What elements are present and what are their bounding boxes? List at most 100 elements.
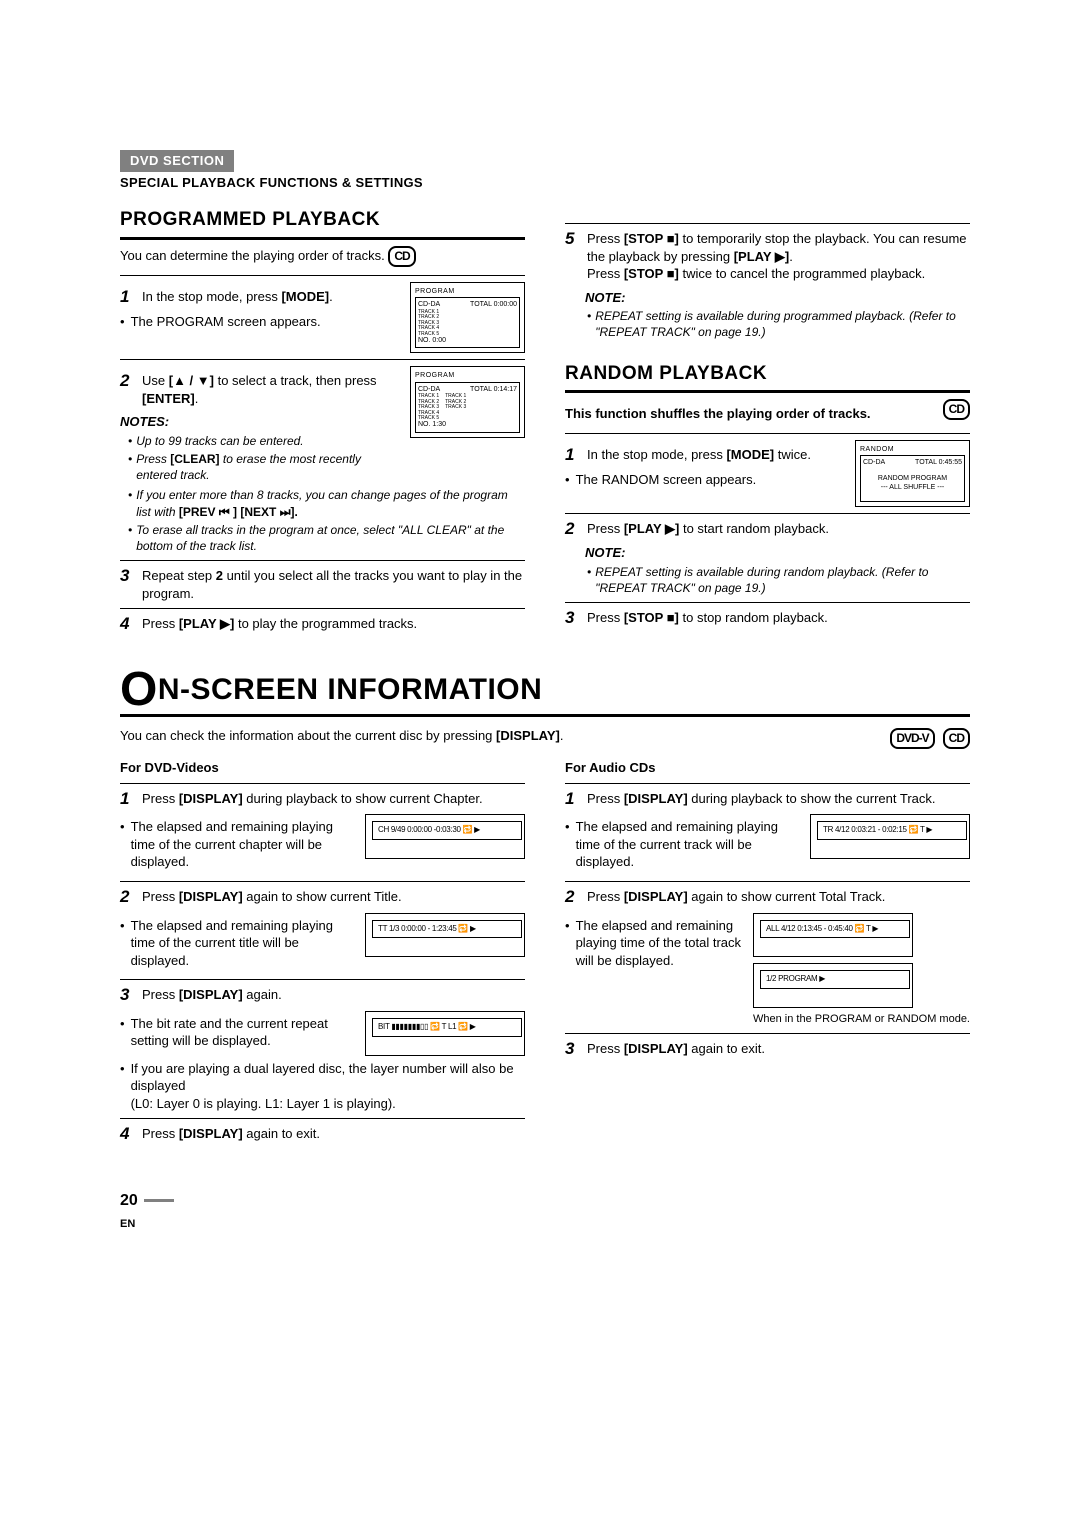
note-3: If you enter more than 8 tracks, you can… [128, 487, 525, 519]
rule [565, 390, 970, 393]
cd-osd-1: TR 4/12 0:03:21 - 0:02:15 🔁 T ▶ [810, 814, 970, 859]
prog-step3: 3 Repeat step 2 until you select all the… [120, 567, 525, 602]
dvd-b3: The bit rate and the current repeat sett… [120, 1015, 355, 1050]
step-number: 2 [120, 372, 136, 407]
rule [565, 433, 970, 434]
cd-badge-icon: CD [943, 728, 970, 749]
rule [120, 560, 525, 561]
rand-step1: 1 In the stop mode, press [MODE] twice. [565, 446, 845, 465]
rule [120, 275, 525, 276]
cd-b2: The elapsed and remaining playing time o… [565, 917, 743, 970]
info-intro: You can check the information about the … [120, 727, 882, 745]
step-number: 4 [120, 1125, 136, 1144]
rule [565, 881, 970, 882]
big-o: O [120, 663, 158, 716]
cd-badge-icon: CD [388, 246, 415, 267]
cd-col: For Audio CDs 1 Press [DISPLAY] during p… [565, 753, 970, 1150]
note-4: To erase all tracks in the program at on… [128, 522, 525, 554]
dvd-heading: For DVD-Videos [120, 759, 525, 777]
rand-step1-row: 1 In the stop mode, press [MODE] twice. … [565, 440, 970, 507]
prog-s1-bullet: The PROGRAM screen appears. [120, 313, 400, 331]
prog-step1-row: 1 In the stop mode, press [MODE]. The PR… [120, 282, 525, 353]
dvd-badge-icon: DVD-V [890, 728, 934, 749]
right-col: 5 Press [STOP ■] to temporarily stop the… [565, 191, 970, 640]
programmed-title: PROGRAMMED PLAYBACK [120, 207, 525, 233]
rand-step2: 2 Press [PLAY ▶] to start random playbac… [565, 520, 970, 539]
prog-step1: 1 In the stop mode, press [MODE]. [120, 288, 400, 307]
cd-badge-icon: CD [943, 399, 970, 420]
osd-2: TT 1/3 0:00:00 - 1:23:45 🔁 ▶ [365, 913, 525, 958]
dvd-col: For DVD-Videos 1 Press [DISPLAY] during … [120, 753, 525, 1150]
dvd-b3-row: The bit rate and the current repeat sett… [120, 1011, 525, 1056]
prog-step4: 4 Press [PLAY ▶] to play the programmed … [120, 615, 525, 634]
note-title: NOTE: [585, 289, 970, 307]
note-title: NOTE: [585, 544, 970, 562]
random-title: RANDOM PLAYBACK [565, 361, 970, 387]
cd-osd-2: ALL 4/12 0:13:45 - 0:45:40 🔁 T ▶ [753, 913, 913, 958]
section-subtitle: SPECIAL PLAYBACK FUNCTIONS & SETTINGS [120, 174, 970, 192]
cd-b2-row: The elapsed and remaining playing time o… [565, 913, 970, 1027]
onscreen-info-title: ON-SCREEN INFORMATION [120, 670, 970, 711]
prog-note2: REPEAT setting is available during progr… [587, 308, 970, 340]
step-number: 1 [565, 790, 581, 809]
dvd-step1: 1 Press [DISPLAY] during playback to sho… [120, 790, 525, 809]
cd-b1: The elapsed and remaining playing time o… [565, 818, 800, 871]
programmed-playback-col: PROGRAMMED PLAYBACK You can determine th… [120, 191, 525, 640]
rand-step3: 3 Press [STOP ■] to stop random playback… [565, 609, 970, 628]
rule [565, 783, 970, 784]
step-number: 5 [565, 230, 581, 283]
notes-title: NOTES: [120, 413, 400, 431]
dvd-b1-row: The elapsed and remaining playing time o… [120, 814, 525, 875]
random-screen: RANDOM CD-DATOTAL 0:45:55 RANDOM PROGRAM… [855, 440, 970, 507]
rule [565, 513, 970, 514]
dvd-b2: The elapsed and remaining playing time o… [120, 917, 355, 970]
cd-heading: For Audio CDs [565, 759, 970, 777]
step-number: 3 [120, 986, 136, 1005]
rule [120, 237, 525, 240]
rule [120, 979, 525, 980]
rule [120, 608, 525, 609]
cd-b1-row: The elapsed and remaining playing time o… [565, 814, 970, 875]
osd-1: CH 9/49 0:00:00 -0:03:30 🔁 ▶ [365, 814, 525, 859]
cd-step2: 2 Press [DISPLAY] again to show current … [565, 888, 970, 907]
header: DVD SECTION SPECIAL PLAYBACK FUNCTIONS &… [120, 150, 970, 191]
dvd-step4: 4 Press [DISPLAY] again to exit. [120, 1125, 525, 1144]
rule [120, 783, 525, 784]
step-number: 4 [120, 615, 136, 634]
cd-step3: 3 Press [DISPLAY] again to exit. [565, 1040, 970, 1059]
step-number: 1 [565, 446, 581, 465]
program-screen-2: PROGRAM CD-DATOTAL 0:14:17 TRACK 1TRACK … [410, 366, 525, 437]
step-number: 3 [565, 609, 581, 628]
step-number: 3 [565, 1040, 581, 1059]
rule [565, 223, 970, 224]
dvd-b1: The elapsed and remaining playing time o… [120, 818, 355, 871]
dvd-b4: If you are playing a dual layered disc, … [120, 1060, 525, 1113]
cd-step1: 1 Press [DISPLAY] during playback to sho… [565, 790, 970, 809]
step-number: 2 [565, 520, 581, 539]
rule [120, 714, 970, 717]
rule [120, 1118, 525, 1119]
dvd-step2: 2 Press [DISPLAY] again to show current … [120, 888, 525, 907]
prog-step5: 5 Press [STOP ■] to temporarily stop the… [565, 230, 970, 283]
rand-bullet: The RANDOM screen appears. [565, 471, 845, 489]
prog-step2-row: 2 Use [▲ / ▼] to select a track, then pr… [120, 366, 525, 485]
rand-note: REPEAT setting is available during rando… [587, 564, 970, 596]
section-tag: DVD SECTION [120, 150, 234, 172]
cd-osd-3: 1/2 PROGRAM ▶ [753, 963, 913, 1008]
step-number: 1 [120, 288, 136, 307]
page-bar-icon [144, 1199, 174, 1202]
prog-intro: You can determine the playing order of t… [120, 246, 525, 267]
program-screen-1: PROGRAM CD-DATOTAL 0:00:00 TRACK 1TRACK … [410, 282, 525, 353]
rule [565, 602, 970, 603]
step-number: 3 [120, 567, 136, 602]
rule [120, 881, 525, 882]
step-number: 2 [565, 888, 581, 907]
note-2: Press [CLEAR] to erase the most recently… [128, 451, 400, 483]
step-number: 1 [120, 790, 136, 809]
dvd-b2-row: The elapsed and remaining playing time o… [120, 913, 525, 974]
step-number: 2 [120, 888, 136, 907]
rule [565, 1033, 970, 1034]
note-1: Up to 99 tracks can be entered. [128, 433, 400, 449]
prog-intro-text: You can determine the playing order of t… [120, 248, 385, 263]
dvd-step3: 3 Press [DISPLAY] again. [120, 986, 525, 1005]
